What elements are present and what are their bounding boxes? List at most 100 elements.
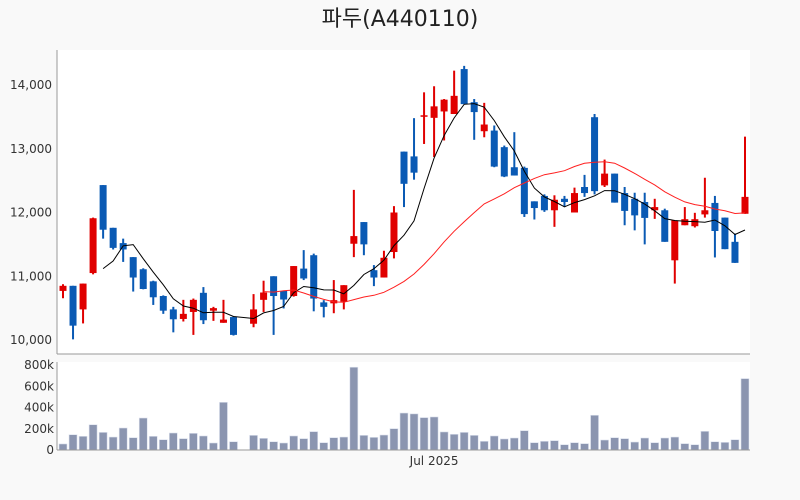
candle-up xyxy=(350,189,358,258)
volume-bar xyxy=(550,440,559,451)
candle-up xyxy=(681,207,689,226)
volume-bar xyxy=(349,366,359,451)
candle-up xyxy=(290,266,298,297)
volume-bar xyxy=(510,437,519,451)
candle-body xyxy=(230,317,237,335)
candle-body xyxy=(711,202,719,231)
candle-body xyxy=(651,207,659,211)
candle-up xyxy=(480,102,488,138)
volume-bar xyxy=(540,440,549,451)
candle-body xyxy=(169,309,177,320)
candle-down xyxy=(310,253,318,312)
volume-bar xyxy=(710,441,720,451)
volume-bar xyxy=(68,434,78,451)
candle-body xyxy=(270,276,278,297)
ma20-line xyxy=(263,161,746,303)
ma5-line xyxy=(102,103,746,320)
candle-up xyxy=(601,159,609,187)
volume-bar xyxy=(730,439,740,451)
candle-body xyxy=(129,257,137,278)
volume-bar xyxy=(148,435,158,451)
volume-bar xyxy=(650,442,660,451)
candle-down xyxy=(500,145,508,178)
volume-bar xyxy=(560,444,569,451)
candle-body xyxy=(500,147,508,177)
volume-bar xyxy=(329,437,339,451)
volume-bar xyxy=(179,438,188,451)
volume-bar xyxy=(78,435,88,451)
candle-down xyxy=(230,316,237,336)
candle-down xyxy=(731,233,739,263)
candle-down xyxy=(460,65,468,105)
candle-body xyxy=(139,269,147,289)
candle-body xyxy=(440,99,448,112)
candle-down xyxy=(611,173,619,203)
candle-body xyxy=(350,236,358,244)
candle-up xyxy=(390,206,398,259)
candle-body xyxy=(290,266,298,297)
candle-body xyxy=(681,219,689,226)
candle-down xyxy=(169,306,177,333)
volume-bar xyxy=(530,442,539,451)
candle-up xyxy=(179,299,187,322)
volume-bar xyxy=(570,442,579,451)
volume-bar xyxy=(319,442,329,451)
candle-up xyxy=(89,217,97,275)
candle-body xyxy=(721,217,729,250)
candle-body xyxy=(510,167,518,176)
candle-down xyxy=(661,208,669,242)
volume-bar xyxy=(439,431,449,451)
candle-down xyxy=(400,151,408,208)
volume-bar xyxy=(199,435,208,451)
candle-down xyxy=(530,201,538,220)
candle-down xyxy=(711,195,719,258)
candle-body xyxy=(149,281,157,298)
candle-up xyxy=(430,86,438,158)
volume-bar xyxy=(58,443,68,451)
candle-down xyxy=(270,276,278,335)
volume-bar xyxy=(580,443,589,451)
x-tick-label: Jul 2025 xyxy=(409,454,459,468)
candle-up xyxy=(671,220,679,284)
price-tick-label: 10,000 xyxy=(10,333,52,347)
candle-body xyxy=(390,212,398,253)
volume-bar xyxy=(419,417,429,451)
candle-body xyxy=(731,241,739,263)
volume-bar xyxy=(359,435,369,451)
price-tick-label: 14,000 xyxy=(10,78,52,92)
candle-body xyxy=(300,268,308,279)
volume-bar xyxy=(660,437,670,451)
candle-body xyxy=(631,198,639,216)
candle-down xyxy=(69,285,77,340)
volume-bar xyxy=(98,432,108,451)
candle-body xyxy=(661,210,669,242)
candle-down xyxy=(149,280,157,305)
candle-body xyxy=(179,313,187,319)
volume-bar xyxy=(299,438,309,451)
volume-tick-label: 400k xyxy=(24,401,54,415)
volume-bar xyxy=(720,442,730,451)
candle-body xyxy=(420,115,428,117)
candle-body xyxy=(380,257,388,278)
candle-body xyxy=(199,292,207,321)
candle-body xyxy=(530,201,538,209)
volume-tick-label: 200k xyxy=(24,422,54,436)
candle-body xyxy=(370,270,378,278)
volume-bar xyxy=(259,438,268,451)
volume-bar xyxy=(128,437,138,451)
candle-body xyxy=(310,255,318,299)
volume-axis: 0 200k 400k 600k 800k xyxy=(24,358,54,457)
volume-bar xyxy=(740,378,750,451)
volume-bar xyxy=(610,437,619,451)
volume-bar xyxy=(369,437,379,451)
volume-bar xyxy=(409,413,419,451)
volume-bar xyxy=(379,434,389,451)
candle-body xyxy=(430,106,438,118)
candles xyxy=(59,65,749,340)
candle-up xyxy=(189,298,197,335)
candle-up xyxy=(209,306,217,321)
candle-body xyxy=(410,156,418,173)
x-axis-labels: Jul 2025 xyxy=(409,454,459,468)
candle-body xyxy=(520,167,528,215)
